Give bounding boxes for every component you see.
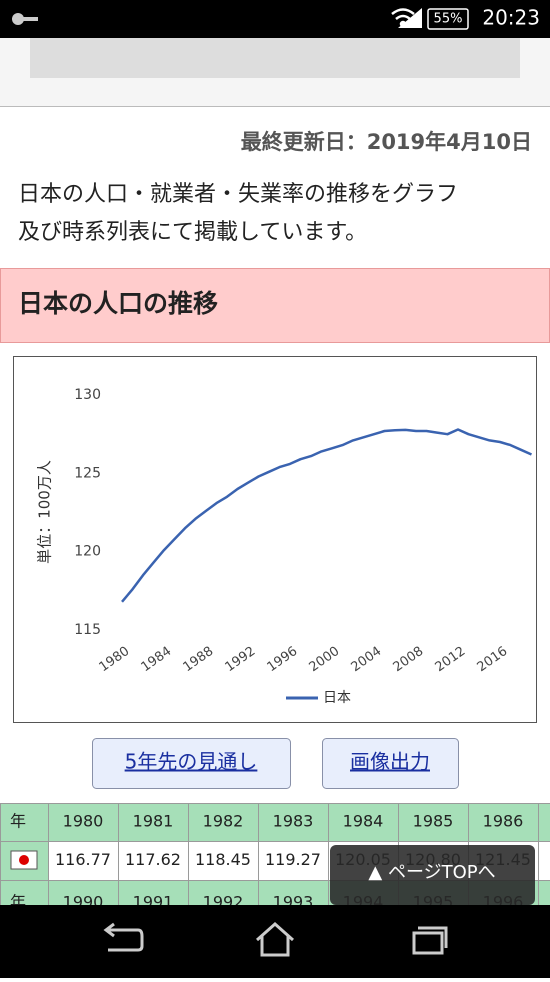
table-header: 1982 [203,812,244,831]
table-cell [539,804,550,842]
description-line: 日本の人口・就業者・失業率の推移をグラフ [18,182,458,207]
table-value: 117.62 [125,850,181,869]
last-updated: 最終更新日：2019年4月10日 [241,130,532,154]
table-header: 1985 [413,812,454,831]
table-header: 年 [10,812,26,831]
y-tick-label: 115 [74,622,101,638]
y-tick-label: 120 [74,544,101,560]
y-axis-label: 単位：100万人 [36,460,54,564]
section-title: 日本の人口の推移 [18,289,218,318]
y-tick-label: 130 [74,387,101,403]
table-value: 118.45 [195,850,251,869]
ad-placeholder [30,38,520,78]
y-tick-label: 125 [74,465,101,481]
table-header: 1983 [273,812,314,831]
table-value: 116.77 [55,850,111,869]
description-line: 及び時系列表にて掲載しています。 [18,220,367,245]
table-header: 1986 [483,812,524,831]
nav-bar [0,905,550,978]
table-cell [539,842,550,881]
export-link[interactable]: 画像出力 [350,750,430,774]
page-top-label[interactable]: ▲ ページTOPへ [368,862,495,883]
table-value: 119.27 [265,850,321,869]
clock: 20:23 [482,6,540,30]
legend-label: 日本 [323,690,351,706]
forecast-link[interactable]: 5年先の見通し [125,750,258,774]
table-header: 1981 [133,812,174,831]
flag-disc [19,855,29,865]
table-header: 1980 [63,812,104,831]
battery-level: 55% [434,12,463,27]
table-header: 1984 [343,812,384,831]
